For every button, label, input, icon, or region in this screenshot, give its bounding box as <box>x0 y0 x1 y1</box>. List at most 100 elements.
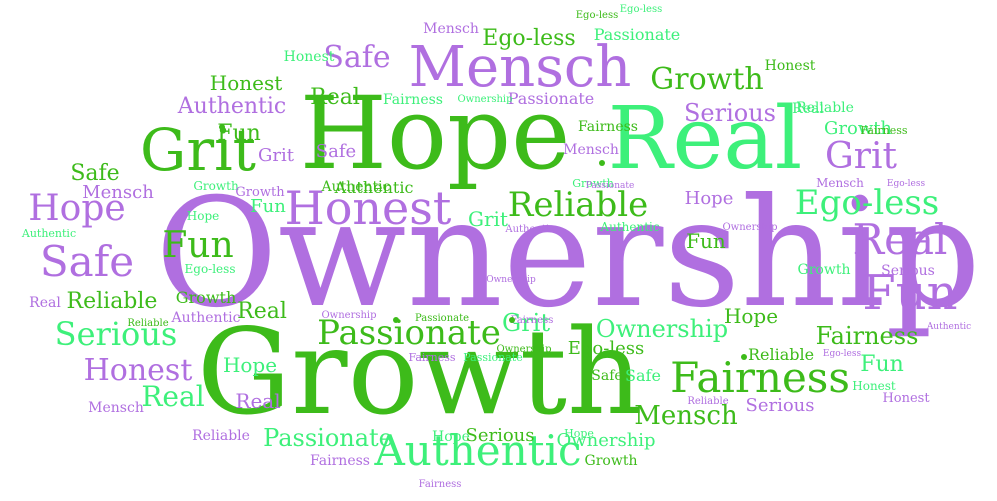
cloud-word-reliable: Reliable <box>796 100 854 116</box>
cloud-word-hope: Hope <box>300 75 571 192</box>
cloud-word-fun: Fun <box>250 196 286 217</box>
cloud-word-growth: Growth <box>197 303 643 441</box>
cloud-word-ego-less: Ego-less <box>185 262 236 276</box>
cloud-word-real: Real <box>853 215 948 264</box>
cloud-word-authentic: Authentic <box>373 426 581 475</box>
cloud-word-growth: Growth <box>824 118 892 139</box>
cloud-word-reliable: Reliable <box>192 428 250 444</box>
cloud-word-hope: Hope <box>685 188 734 209</box>
cloud-word-authentic: Authentic <box>334 178 414 197</box>
cloud-word-fairness: Fairness <box>383 92 443 108</box>
cloud-word-growth: Growth <box>235 185 285 200</box>
cloud-word-honest: Honest <box>210 71 283 95</box>
cloud-word-ownership: Ownership <box>486 275 536 285</box>
cloud-word-passionate: Passionate <box>415 313 469 324</box>
cloud-word-ego-less: Ego-less <box>887 179 926 189</box>
cloud-word-grit: Grit <box>258 145 295 166</box>
cloud-word-fairness: Fairness <box>419 479 462 490</box>
cloud-word-safe: Safe <box>40 237 134 286</box>
cloud-word-fairness: Fairness <box>860 124 907 137</box>
cloud-word-passionate: Passionate <box>594 25 681 44</box>
cloud-word-real: Real <box>237 299 287 324</box>
cloud-word-hope: Hope <box>564 427 594 440</box>
cloud-word-grit: Grit <box>140 116 256 184</box>
cloud-word-hope: Hope <box>223 353 277 377</box>
cloud-word-growth: Growth <box>585 453 638 469</box>
cloud-word-real: Real <box>792 101 824 117</box>
cloud-word-authentic: Authentic <box>21 227 76 240</box>
cloud-word-reliable: Reliable <box>508 185 649 225</box>
cloud-word-fairness: Fairness <box>310 453 370 469</box>
cloud-word-reliable: Reliable <box>687 396 728 407</box>
cloud-word-ownership: Ownership <box>496 344 551 355</box>
cloud-word-mensch: Mensch <box>563 142 619 158</box>
cloud-word-serious: Serious <box>745 395 814 416</box>
cloud-word-ownership: Ownership <box>596 315 728 343</box>
cloud-word-grit: Grit <box>468 207 508 231</box>
cloud-word-real: Real <box>310 85 360 110</box>
cloud-word-mensch: Mensch <box>634 401 738 431</box>
cloud-word-authentic: Authentic <box>177 94 286 119</box>
cloud-word-safe: Safe <box>70 161 119 186</box>
cloud-word-reliable: Reliable <box>748 345 814 364</box>
cloud-word-honest: Honest <box>765 58 816 74</box>
cloud-word-fairness: Fairness <box>670 353 850 402</box>
cloud-word-authentic: Authentic <box>504 224 555 235</box>
dot-mark <box>393 317 399 323</box>
cloud-word-growth: Growth <box>572 177 614 190</box>
cloud-word-mensch: Mensch <box>88 400 144 416</box>
cloud-word-fun: Fun <box>686 229 726 253</box>
cloud-word-safe: Safe <box>316 141 356 162</box>
cloud-word-authentic: Authentic <box>599 220 659 234</box>
cloud-word-grit: Grit <box>825 136 897 177</box>
cloud-word-honest: Honest <box>882 391 930 406</box>
cloud-word-serious: Serious <box>881 263 935 279</box>
cloud-word-growth: Growth <box>193 179 239 193</box>
cloud-word-ownership: Ownership <box>155 167 981 341</box>
dot-mark <box>599 160 605 166</box>
cloud-word-passionate: Passionate <box>263 424 393 452</box>
cloud-word-fairness: Fairness <box>816 322 919 350</box>
cloud-word-fairness: Fairness <box>408 351 455 364</box>
cloud-word-ownership: Ownership <box>321 310 376 321</box>
cloud-word-ego-less: Ego-less <box>620 4 662 15</box>
cloud-word-real: Real <box>235 389 280 413</box>
cloud-word-mensch: Mensch <box>409 35 632 100</box>
cloud-word-hope: Hope <box>724 304 778 328</box>
cloud-word-serious: Serious <box>684 99 776 127</box>
cloud-word-hope: Hope <box>187 209 219 223</box>
cloud-word-fairness: Fairness <box>578 119 638 135</box>
cloud-word-growth: Growth <box>176 288 237 307</box>
cloud-word-hope: Hope <box>432 429 470 445</box>
cloud-word-authentic: Authentic <box>320 179 390 195</box>
cloud-word-ego-less: Ego-less <box>576 10 618 21</box>
dot-mark <box>219 124 225 130</box>
dot-mark <box>509 317 515 323</box>
cloud-word-ownership: Ownership <box>722 222 777 233</box>
cloud-word-safe: Safe <box>323 40 390 75</box>
cloud-word-real: Real <box>141 380 204 413</box>
cloud-word-reliable: Reliable <box>67 289 158 314</box>
cloud-word-fairness: Fairness <box>511 315 554 326</box>
cloud-word-growth: Growth <box>798 262 851 278</box>
cloud-word-honest: Honest <box>284 49 335 65</box>
cloud-word-ego-less: Ego-less <box>568 338 644 359</box>
cloud-word-mensch: Mensch <box>82 182 154 203</box>
cloud-word-passionate: Passionate <box>463 351 522 364</box>
cloud-word-mensch: Mensch <box>423 21 479 37</box>
cloud-word-fun: Fun <box>162 225 233 266</box>
cloud-word-hope: Hope <box>28 188 125 229</box>
cloud-word-safe: Safe <box>625 366 661 385</box>
cloud-word-ego-less: Ego-less <box>795 183 939 223</box>
cloud-word-honest: Honest <box>84 353 193 388</box>
cloud-word-passionate: Passionate <box>317 313 501 353</box>
cloud-word-grit: Grit <box>502 309 550 337</box>
cloud-word-passionate: Passionate <box>586 181 635 191</box>
cloud-word-real: Real <box>608 89 802 189</box>
cloud-word-fun: Fun <box>860 352 904 377</box>
cloud-word-ownership: Ownership <box>457 94 512 105</box>
cloud-word-safe: Safe <box>591 368 622 384</box>
cloud-word-authentic: Authentic <box>926 322 971 332</box>
cloud-word-passionate: Passionate <box>508 89 595 108</box>
